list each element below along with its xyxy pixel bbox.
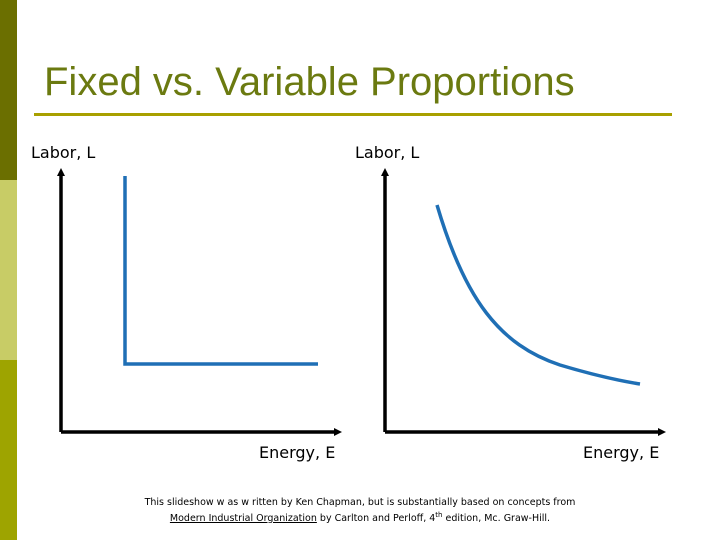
- left-accent-bar: [0, 0, 17, 540]
- footer-credit: This slideshow w as w ritten by Ken Chap…: [120, 496, 600, 525]
- left-graph: [57, 168, 342, 436]
- accent-bar-top: [0, 0, 17, 180]
- left-x-axis-label: Energy, E: [259, 443, 336, 462]
- footer-line-1: This slideshow w as w ritten by Ken Chap…: [144, 497, 576, 508]
- slide-title: Fixed vs. Variable Proportions: [44, 60, 575, 104]
- left-l-shaped-isoquant: [123, 176, 318, 366]
- left-y-axis-label: Labor, L: [31, 143, 96, 162]
- footer-edition-publisher: edition, Mc. Graw-Hill.: [442, 513, 551, 525]
- footer-book-title: Modern Industrial Organization: [169, 513, 317, 525]
- title-underline: [34, 113, 672, 116]
- right-y-axis-label: Labor, L: [355, 143, 420, 162]
- right-convex-isoquant: [435, 204, 641, 386]
- right-graph: [381, 168, 666, 436]
- right-x-axis-label: Energy, E: [583, 443, 660, 462]
- footer-authors: by Carlton and Perloff, 4: [316, 513, 436, 525]
- accent-bar-middle: [0, 180, 17, 360]
- footer-line-2: Modern Industrial Organization by Carlto…: [120, 509, 600, 525]
- footer-edition-suffix: th: [435, 511, 443, 519]
- accent-bar-bottom: [0, 360, 17, 540]
